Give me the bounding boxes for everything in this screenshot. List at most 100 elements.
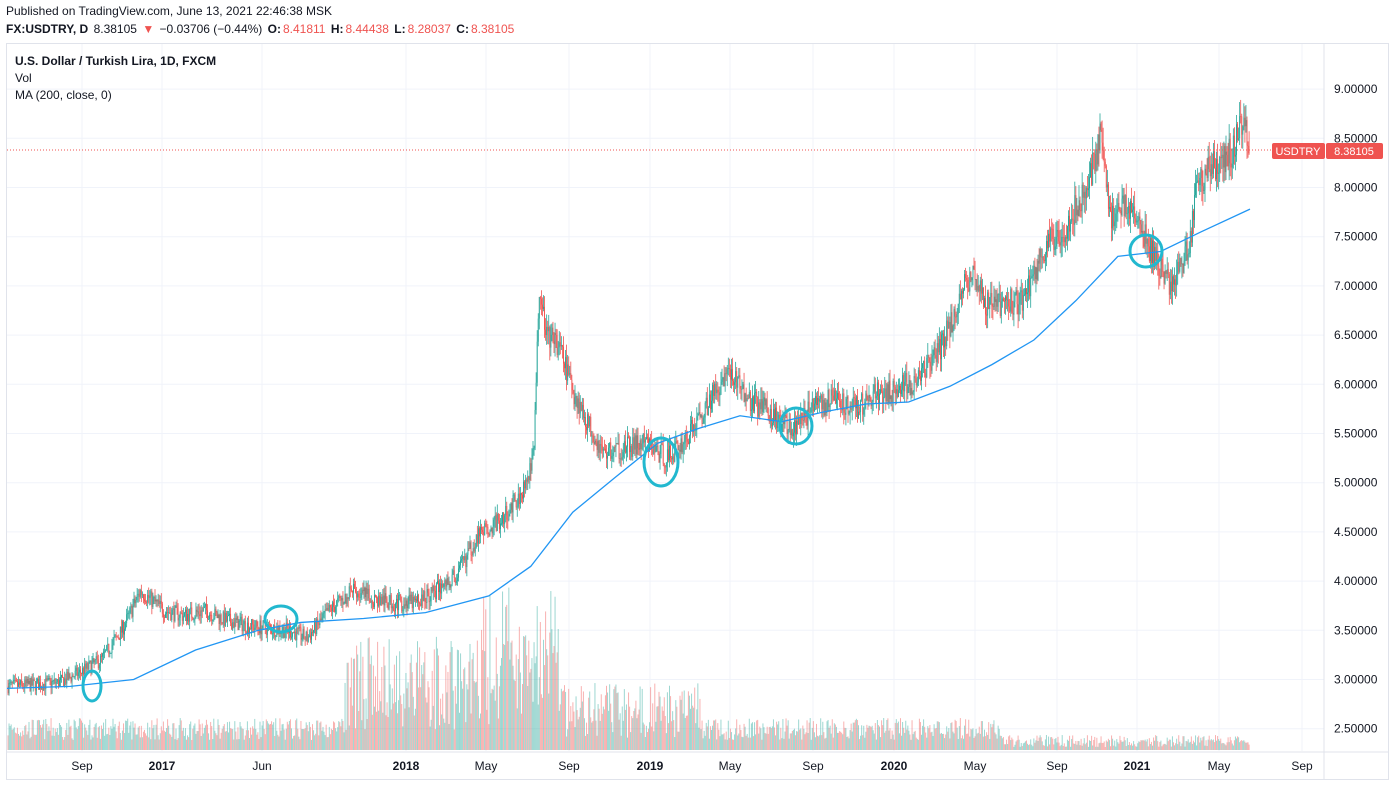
candle-body [989,297,991,310]
volume-bar [837,732,838,750]
candle-body [1115,213,1117,222]
candle-body [350,588,352,591]
candle-body [992,306,994,308]
volume-bar [361,720,363,750]
candle-body [815,396,816,404]
volume-bar [850,723,852,750]
candle-body [995,299,997,302]
volume-bar [83,737,85,750]
volume-bar [727,720,729,750]
candle-body [732,369,733,381]
volume-bar [892,734,894,750]
candle-body [901,389,902,394]
candle-body [335,606,337,612]
volume-bar [982,736,984,750]
candle-body [215,608,217,613]
volume-bar [160,726,162,750]
candle-body [346,597,348,604]
candle-body [126,614,128,624]
candle-body [390,595,392,609]
volume-bar [23,734,25,750]
candle-body [718,392,720,396]
volume-bar [471,659,473,750]
candle-body [204,603,206,607]
legend-title[interactable]: U.S. Dollar / Turkish Lira, 1D, FXCM [15,54,217,68]
candle-body [168,612,170,614]
candle-body [796,420,797,435]
volume-bar [785,718,787,750]
volume-bar [1051,736,1053,750]
volume-bar [746,733,748,750]
volume-bar [1168,739,1170,750]
candle-body [356,592,358,598]
volume-bar [655,721,657,750]
volume-bar [202,733,204,750]
candle-body [850,405,852,410]
volume-bar [1217,735,1219,750]
candle-body [51,681,53,688]
volume-bar [1145,741,1147,750]
candle-body [855,396,857,409]
candle-body [424,591,426,603]
candle-body [636,435,638,455]
candle-body [465,556,467,568]
volume-bar [1169,739,1171,750]
candle-body [1215,168,1216,180]
candle-body [36,679,38,682]
volume-bar [721,734,723,750]
candle-body [470,542,472,555]
volume-bar [35,734,37,750]
volume-bar [1082,743,1084,750]
candle-body [1025,288,1026,295]
volume-bar [1024,741,1026,750]
x-tick-label: Sep [71,759,93,773]
candle-body [56,679,58,682]
volume-bar [551,629,553,750]
volume-bar [552,653,554,750]
candle-body [669,445,670,461]
candle-body [711,400,712,410]
candle-body [1220,157,1222,159]
candle-body [820,395,822,400]
volume-bar [441,714,443,750]
volume-bar [958,726,960,750]
volume-bar [882,725,884,750]
volume-bar [722,734,724,750]
volume-bar [1039,735,1041,750]
symbol-label[interactable]: FX:USDTRY, D [6,22,89,36]
annotation-circle [263,604,299,634]
legend-ma[interactable]: MA (200, close, 0) [15,88,112,102]
candle-body [1176,273,1178,286]
volume-bar [517,659,519,750]
y-tick-label: 2.50000 [1334,722,1378,736]
candle-body [454,577,456,583]
candle-body [539,297,541,300]
candle-body [666,449,668,463]
candle-body [1102,142,1104,151]
volume-bar [907,725,909,750]
volume-bar [897,721,899,750]
volume-bar [121,730,123,750]
volume-bar [53,735,55,750]
candle-body [582,404,584,418]
volume-bar [103,722,105,750]
volume-bar [991,727,993,750]
candle-body [275,636,277,638]
volume-bar [292,738,294,750]
candle-body [1195,183,1196,195]
candle-body [550,334,552,348]
volume-bar [824,738,826,750]
candle-body [704,402,706,418]
candle-body [617,443,619,444]
volume-bar [422,674,424,750]
candle-body [936,343,938,363]
volume-bar [97,727,99,750]
legend-volume[interactable]: Vol [15,71,32,85]
candle-body [594,440,596,445]
volume-bar [546,649,548,750]
volume-bar [613,689,615,750]
candle-body [1048,233,1049,249]
candle-body [978,285,980,292]
candle-body [388,602,390,609]
